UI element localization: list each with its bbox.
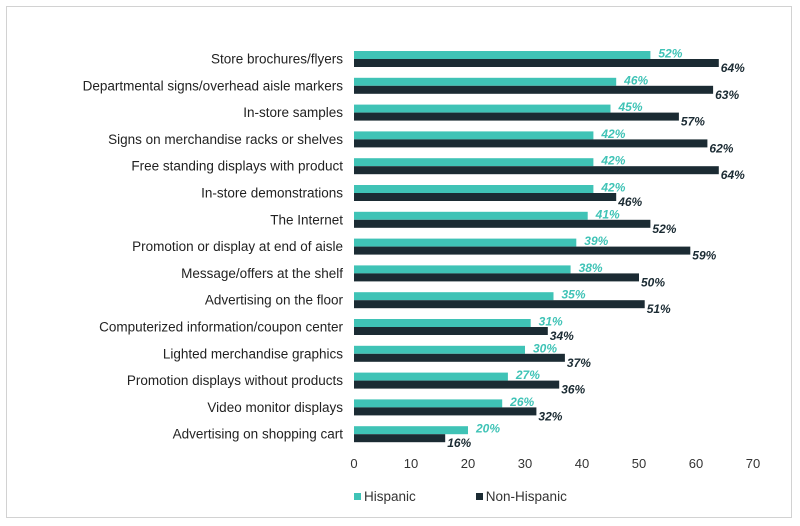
category-label-advertising-on-shopping-cart: Advertising on shopping cart <box>173 427 344 442</box>
category-label-message-offers-at-the-shelf: Message/offers at the shelf <box>181 266 343 281</box>
bar-non-hispanic-video-monitor-displays <box>354 407 537 416</box>
bar-hispanic-advertising-on-the-floor <box>354 292 554 301</box>
bar-non-hispanic-in-store-samples <box>354 112 679 121</box>
bar-hispanic-in-store-samples <box>354 104 611 113</box>
bar-hispanic-departmental-signs-overhead-aisle-markers <box>354 77 617 86</box>
legend-item-non-hispanic: Non-Hispanic <box>475 489 567 504</box>
value-label-hispanic-the-internet: 41% <box>595 207 620 221</box>
bar-hispanic-advertising-on-shopping-cart <box>354 426 468 435</box>
value-label-hispanic-promotion-or-display-at-end-of-aisle: 39% <box>584 234 608 248</box>
x-tick-label-20: 20 <box>461 456 475 471</box>
category-label-free-standing-displays-with-product: Free standing displays with product <box>131 159 343 174</box>
bar-hispanic-promotion-displays-without-products <box>354 372 508 381</box>
value-label-non-hispanic-the-internet: 52% <box>652 222 676 236</box>
value-label-hispanic-promotion-displays-without-products: 27% <box>515 368 540 382</box>
category-label-departmental-signs-overhead-aisle-markers: Departmental signs/overhead aisle marker… <box>83 78 344 93</box>
category-label-advertising-on-the-floor: Advertising on the floor <box>205 293 344 308</box>
x-tick-label-60: 60 <box>689 456 703 471</box>
value-label-non-hispanic-promotion-displays-without-products: 36% <box>561 383 585 397</box>
x-tick-label-30: 30 <box>518 456 532 471</box>
x-tick-label-40: 40 <box>575 456 589 471</box>
value-label-non-hispanic-video-monitor-displays: 32% <box>538 409 562 423</box>
legend-swatch-non-hispanic <box>475 493 483 500</box>
bar-hispanic-free-standing-displays-with-product <box>354 158 594 167</box>
bar-non-hispanic-free-standing-displays-with-product <box>354 166 719 175</box>
bar-non-hispanic-in-store-demonstrations <box>354 193 617 201</box>
value-label-hispanic-in-store-samples: 45% <box>617 100 642 114</box>
value-label-non-hispanic-in-store-demonstrations: 46% <box>617 195 642 209</box>
bar-non-hispanic-promotion-displays-without-products <box>354 380 560 389</box>
value-label-non-hispanic-free-standing-displays-with-product: 64% <box>721 168 745 182</box>
category-label-video-monitor-displays: Video monitor displays <box>207 400 343 415</box>
value-label-non-hispanic-computerized-information-coupon-center: 34% <box>550 329 574 343</box>
legend: Hispanic Non-Hispanic <box>354 489 567 504</box>
bar-hispanic-store-brochures-flyers <box>354 51 651 59</box>
x-tick-label-10: 10 <box>404 456 418 471</box>
value-label-non-hispanic-message-offers-at-the-shelf: 50% <box>641 275 665 289</box>
bar-hispanic-in-store-demonstrations <box>354 185 594 193</box>
category-label-the-internet: The Internet <box>270 212 343 227</box>
legend-label-hispanic: Hispanic <box>364 489 416 504</box>
value-label-non-hispanic-departmental-signs-overhead-aisle-markers: 63% <box>715 88 739 102</box>
x-tick-label-70: 70 <box>746 456 760 471</box>
bar-non-hispanic-message-offers-at-the-shelf <box>354 273 639 282</box>
value-label-hispanic-free-standing-displays-with-product: 42% <box>600 154 625 168</box>
bar-hispanic-message-offers-at-the-shelf <box>354 265 571 274</box>
legend-label-non-hispanic: Non-Hispanic <box>485 489 567 504</box>
value-label-hispanic-computerized-information-coupon-center: 31% <box>539 315 563 329</box>
bar-hispanic-computerized-information-coupon-center <box>354 319 531 327</box>
bar-non-hispanic-lighted-merchandise-graphics <box>354 353 565 362</box>
value-label-hispanic-message-offers-at-the-shelf: 38% <box>579 261 603 275</box>
value-label-non-hispanic-advertising-on-shopping-cart: 16% <box>447 436 471 450</box>
bar-hispanic-signs-on-merchandise-racks-or-shelves <box>354 131 594 140</box>
value-label-hispanic-lighted-merchandise-graphics: 30% <box>533 341 557 355</box>
value-label-hispanic-signs-on-merchandise-racks-or-shelves: 42% <box>600 127 625 141</box>
value-label-hispanic-advertising-on-the-floor: 35% <box>561 288 585 302</box>
bar-hispanic-the-internet <box>354 211 588 220</box>
bar-non-hispanic-advertising-on-shopping-cart <box>354 434 446 443</box>
category-label-lighted-merchandise-graphics: Lighted merchandise graphics <box>163 346 343 361</box>
bar-non-hispanic-advertising-on-the-floor <box>354 300 645 309</box>
value-label-non-hispanic-promotion-or-display-at-end-of-aisle: 59% <box>692 249 716 263</box>
bar-hispanic-video-monitor-displays <box>354 399 503 408</box>
x-tick-label-0: 0 <box>350 456 357 471</box>
bar-non-hispanic-promotion-or-display-at-end-of-aisle <box>354 246 691 255</box>
category-label-signs-on-merchandise-racks-or-shelves: Signs on merchandise racks or shelves <box>108 132 343 147</box>
bar-hispanic-lighted-merchandise-graphics <box>354 345 525 354</box>
category-label-in-store-samples: In-store samples <box>243 105 343 120</box>
bar-hispanic-promotion-or-display-at-end-of-aisle <box>354 238 577 247</box>
bar-non-hispanic-departmental-signs-overhead-aisle-markers <box>354 85 714 94</box>
value-label-non-hispanic-signs-on-merchandise-racks-or-shelves: 62% <box>709 141 733 155</box>
value-label-non-hispanic-store-brochures-flyers: 64% <box>721 61 745 75</box>
value-label-hispanic-advertising-on-shopping-cart: 20% <box>475 422 500 436</box>
category-label-promotion-or-display-at-end-of-aisle: Promotion or display at end of aisle <box>132 239 343 254</box>
bar-non-hispanic-the-internet <box>354 219 651 228</box>
bar-non-hispanic-store-brochures-flyers <box>354 59 719 67</box>
value-label-hispanic-video-monitor-displays: 26% <box>509 395 534 409</box>
legend-swatch-hispanic <box>354 493 361 500</box>
category-label-store-brochures-flyers: Store brochures/flyers <box>211 52 343 67</box>
value-label-hispanic-departmental-signs-overhead-aisle-markers: 46% <box>623 73 648 87</box>
x-tick-label-50: 50 <box>632 456 646 471</box>
value-label-non-hispanic-lighted-merchandise-graphics: 37% <box>567 356 591 370</box>
bar-non-hispanic-computerized-information-coupon-center <box>354 327 548 335</box>
category-label-promotion-displays-without-products: Promotion displays without products <box>127 373 343 388</box>
value-label-hispanic-store-brochures-flyers: 52% <box>658 47 682 61</box>
legend-item-hispanic: Hispanic <box>354 489 416 504</box>
bar-non-hispanic-signs-on-merchandise-racks-or-shelves <box>354 139 708 148</box>
value-label-non-hispanic-advertising-on-the-floor: 51% <box>647 302 671 316</box>
category-label-computerized-information-coupon-center: Computerized information/coupon center <box>99 320 343 335</box>
category-label-in-store-demonstrations: In-store demonstrations <box>201 186 343 201</box>
value-label-non-hispanic-in-store-samples: 57% <box>681 115 705 129</box>
value-label-hispanic-in-store-demonstrations: 42% <box>600 181 625 195</box>
